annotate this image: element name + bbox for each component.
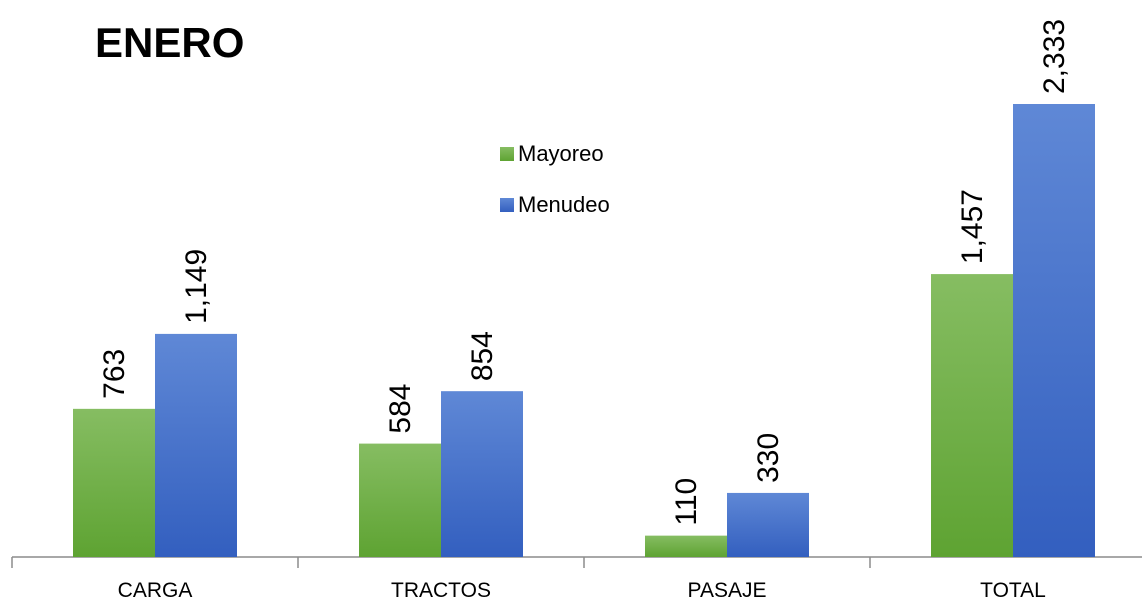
data-label-menudeo-total: 2,333 bbox=[1038, 19, 1071, 94]
legend-label-mayoreo: Mayoreo bbox=[518, 141, 604, 166]
category-label-carga: CARGA bbox=[118, 579, 193, 602]
bar-menudeo-carga bbox=[155, 333, 237, 557]
category-label-total: TOTAL bbox=[980, 579, 1046, 602]
legend: Mayoreo Menudeo bbox=[500, 141, 610, 217]
bars bbox=[73, 104, 1095, 557]
data-label-menudeo-tractos: 854 bbox=[466, 331, 499, 381]
bar-mayoreo-pasaje bbox=[645, 535, 727, 557]
data-label-menudeo-pasaje: 330 bbox=[752, 433, 785, 483]
legend-swatch-menudeo bbox=[500, 198, 514, 212]
legend-label-menudeo: Menudeo bbox=[518, 192, 610, 217]
bar-menudeo-pasaje bbox=[727, 492, 809, 557]
data-label-mayoreo-carga: 763 bbox=[98, 349, 131, 399]
data-label-menudeo-carga: 1,149 bbox=[180, 249, 213, 324]
chart-title: ENERO bbox=[95, 19, 244, 66]
x-axis-tick-labels: CARGA TRACTOS PASAJE TOTAL bbox=[118, 579, 1046, 602]
legend-swatch-mayoreo bbox=[500, 147, 514, 161]
x-axis-ticks bbox=[11, 557, 871, 568]
category-label-tractos: TRACTOS bbox=[391, 579, 491, 602]
bar-mayoreo-carga bbox=[73, 408, 155, 557]
data-label-mayoreo-pasaje: 110 bbox=[670, 478, 703, 526]
data-label-mayoreo-tractos: 584 bbox=[384, 384, 417, 434]
bar-menudeo-total bbox=[1013, 104, 1095, 557]
bar-mayoreo-total bbox=[931, 274, 1013, 557]
data-label-mayoreo-total: 1,457 bbox=[956, 189, 989, 264]
bar-mayoreo-tractos bbox=[359, 443, 441, 557]
category-label-pasaje: PASAJE bbox=[688, 579, 767, 602]
bar-menudeo-tractos bbox=[441, 391, 523, 557]
data-labels: 763 1,149 584 854 110 330 1,457 2,333 bbox=[98, 19, 1071, 526]
